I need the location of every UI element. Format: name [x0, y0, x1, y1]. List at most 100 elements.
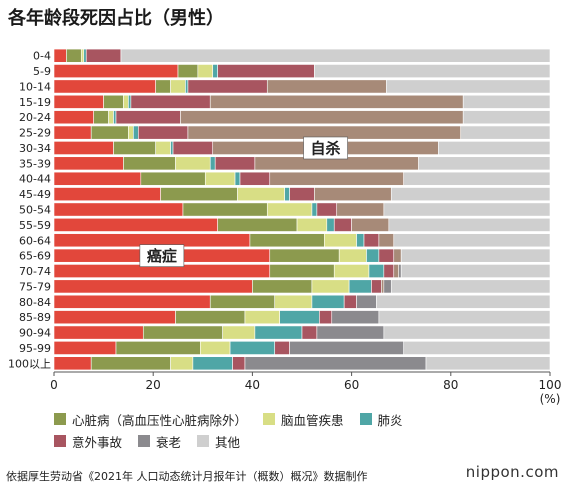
y-axis-labels: 0-4 5-9 10-14 15-19 20-24 25-29 30-34 35-39 40-4…: [8, 50, 51, 371]
y-tick-label: 40-44: [19, 173, 51, 186]
bar-segment: [376, 294, 551, 309]
bar-segment: [378, 310, 551, 325]
bar-segment: [289, 341, 404, 355]
bar-segment: [366, 248, 380, 263]
bar-segment: [177, 64, 199, 78]
y-tick-label: 35-39: [19, 157, 51, 170]
bar-segment: [53, 94, 104, 109]
bar-segment: [133, 125, 139, 140]
y-tick-label: 55-59: [19, 219, 51, 232]
bar-segment: [418, 156, 551, 171]
bar-segment: [390, 187, 551, 202]
bar-segment: [371, 279, 382, 294]
bar-segment: [170, 141, 174, 155]
bar-segment: [398, 264, 402, 278]
legend-swatch: [54, 435, 66, 447]
y-tick-label: 30-34: [19, 142, 51, 155]
bar-segment: [331, 310, 380, 325]
bar-segment: [316, 202, 338, 217]
bar-segment: [348, 279, 372, 294]
legend-swatch: [197, 435, 210, 447]
bar-segment: [234, 171, 241, 186]
bar-segment: [393, 264, 400, 278]
bar-segment: [284, 187, 290, 202]
legend-swatch: [54, 413, 66, 425]
bar-segment: [53, 48, 67, 63]
bar-segment: [90, 125, 129, 140]
bar-segment: [438, 141, 551, 155]
bar-segment: [356, 233, 365, 248]
bar-segment: [333, 264, 370, 278]
bar-segment: [113, 141, 156, 155]
y-tick-label: 90-94: [19, 327, 51, 340]
bar-segment: [296, 217, 328, 232]
bar-segment: [229, 341, 276, 355]
x-tick-label: 80: [443, 378, 458, 392]
bar-segment: [53, 79, 156, 94]
annotation-box: [139, 244, 185, 267]
bar-segment: [301, 325, 318, 340]
bar-segment: [400, 264, 551, 278]
bar-segment: [266, 202, 313, 217]
bar-segment: [326, 217, 335, 232]
bar-segment: [212, 64, 218, 78]
y-tick-label: 100以上: [8, 357, 51, 370]
bar-segment: [53, 125, 92, 140]
bar-segment: [66, 48, 82, 63]
bar-segment: [266, 79, 387, 94]
bar-segment: [175, 156, 211, 171]
bar-segment: [53, 341, 117, 355]
y-tick-label: 85-89: [19, 311, 51, 324]
legend-row: 心脏病（高血压性心脏病除外） 脑血管疾患 肺炎: [54, 408, 419, 430]
bar-segment: [155, 79, 171, 94]
bar-segment: [53, 202, 184, 217]
legend-item: 脑血管疾患: [263, 410, 344, 429]
bar-segment: [123, 156, 176, 171]
bar-segment: [200, 341, 231, 355]
bar-segment: [214, 156, 256, 171]
bar-segment: [462, 94, 551, 109]
bar-segment: [254, 325, 303, 340]
bar-segment: [80, 48, 85, 63]
bar-segment: [140, 171, 206, 186]
bar-segment: [311, 279, 350, 294]
bar-segment: [343, 294, 357, 309]
bar-segment: [333, 217, 352, 232]
bar-segment: [197, 64, 214, 78]
bar-segment: [192, 356, 233, 371]
x-tick-label: 20: [146, 378, 161, 392]
bar-segment: [53, 325, 144, 340]
y-tick-label: 95-99: [19, 342, 51, 355]
bar-segment: [274, 341, 290, 355]
source-note: 依据厚生劳动省《2021年 人口动态统计月报年计（概数）概况》数据制作: [6, 470, 368, 483]
y-tick-label: 50-54: [19, 204, 51, 217]
x-axis: 0 20 40 60 80 100(%): [50, 371, 561, 406]
bar-segment: [209, 294, 276, 309]
bar-segment: [53, 279, 253, 294]
bar-segment: [269, 171, 404, 186]
bar-segment: [170, 79, 186, 94]
bar-segment: [185, 79, 189, 94]
bar-segment: [319, 310, 333, 325]
y-tick-label: 60-64: [19, 234, 51, 247]
bar-segment: [239, 171, 271, 186]
y-tick-label: 45-49: [19, 188, 51, 201]
bar-segment: [120, 48, 551, 63]
legend-label: 衰老: [156, 434, 182, 450]
bar-segment: [53, 156, 124, 171]
bar-segment: [400, 248, 551, 263]
bar-segment: [368, 264, 385, 278]
bar-segment: [53, 187, 161, 202]
bar-segment: [53, 356, 92, 371]
x-tick-label: 0: [50, 378, 58, 392]
bar-segment: [425, 356, 551, 371]
bar-segment: [53, 171, 142, 186]
y-tick-label: 20-24: [19, 111, 51, 124]
bar-segment: [172, 141, 214, 155]
bar-segment: [160, 187, 238, 202]
bar-segment: [53, 217, 218, 232]
legend: 心脏病（高血压性心脏病除外） 脑血管疾患 肺炎 意外事故 衰老 其他: [54, 408, 419, 452]
y-tick-label: 65-69: [19, 250, 51, 263]
bar-segment: [237, 187, 285, 202]
